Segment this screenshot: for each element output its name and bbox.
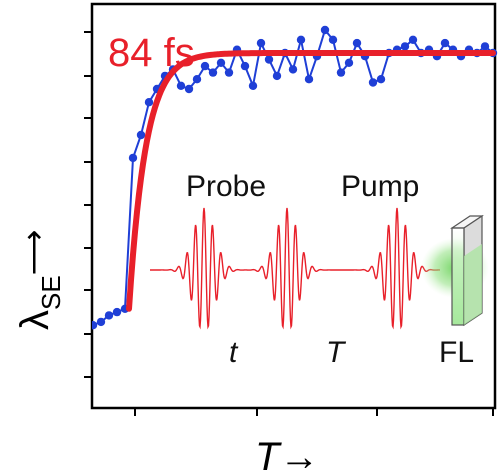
data-point (192, 75, 202, 84)
data-point (304, 75, 314, 84)
data-point (336, 68, 346, 77)
y-axis-symbol: λ (13, 310, 57, 330)
pulse-train (150, 207, 440, 330)
data-point (368, 78, 378, 87)
data-point (144, 98, 154, 107)
data-point (128, 153, 138, 163)
data-point (376, 75, 386, 84)
series-layer (92, 25, 498, 330)
data-point (224, 68, 234, 77)
pulse-schematic (150, 207, 440, 330)
fit-curve (126, 50, 496, 312)
data-point (408, 35, 418, 44)
data-point (92, 321, 98, 330)
fl-label: FL (439, 336, 474, 369)
x-ticks (134, 408, 494, 416)
data-point (440, 38, 450, 48)
data-point (184, 84, 194, 94)
data-point (112, 307, 122, 317)
y-ticks (84, 31, 92, 378)
y-axis-subscript: SE (36, 275, 66, 310)
data-point (288, 65, 298, 74)
data-point (272, 71, 282, 81)
data-point (216, 58, 226, 67)
data-point (320, 25, 330, 35)
data-point (328, 35, 338, 44)
data-point (208, 68, 218, 77)
data-point (248, 81, 258, 91)
data-point (256, 38, 266, 48)
data-point (200, 61, 210, 71)
data-point (104, 311, 114, 320)
y-axis-label: λSE⟶ (13, 229, 66, 330)
data-point (264, 55, 274, 64)
data-point (96, 317, 106, 327)
delay-t-label: t (229, 336, 239, 369)
data-point (480, 42, 490, 51)
cuvette (450, 214, 484, 327)
svg-text:λSE⟶: λSE⟶ (13, 229, 66, 330)
fit-label: 84 fs (108, 31, 195, 75)
probe-label: Probe (186, 170, 266, 203)
data-point (400, 42, 410, 51)
data-point (240, 61, 250, 71)
delay-T-label: T (326, 336, 347, 369)
data-point (352, 38, 362, 48)
x-axis-label: T→ (255, 435, 319, 475)
y-axis-arrow: ⟶ (15, 229, 51, 275)
pump-label: Pump (341, 170, 419, 203)
data-point (344, 58, 354, 67)
data-point (136, 130, 146, 140)
data-point (176, 81, 186, 91)
data-point (296, 35, 306, 44)
